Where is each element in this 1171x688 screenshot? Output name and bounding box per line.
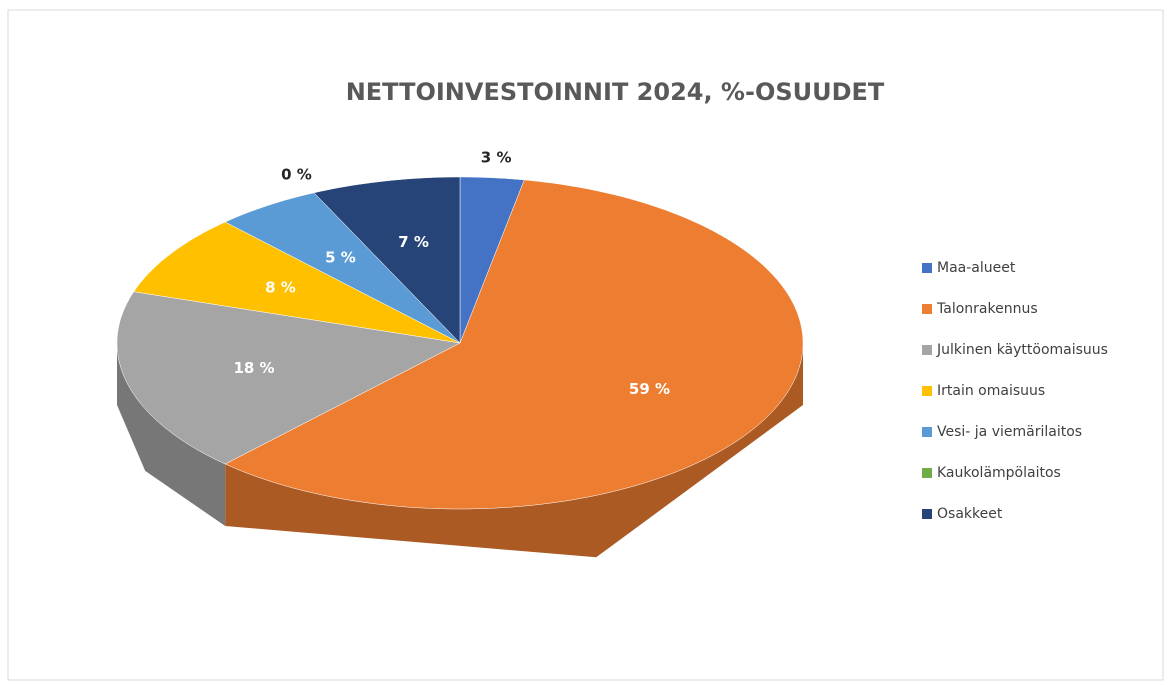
legend-label: Vesi- ja viemärilaitos <box>937 424 1082 440</box>
legend-label: Maa-alueet <box>937 260 1016 276</box>
slice-side <box>117 343 226 526</box>
chart-title: NETTOINVESTOINNIT 2024, %-OSUUDET <box>346 78 885 106</box>
legend-label: Julkinen käyttöomaisuus <box>936 342 1108 358</box>
slice <box>459 176 525 344</box>
legend-swatch <box>922 509 932 519</box>
legend-swatch <box>922 468 932 478</box>
legend-label: Osakkeet <box>937 506 1003 522</box>
data-label: 5 % <box>325 248 356 266</box>
legend-swatch <box>922 427 932 437</box>
slice <box>224 192 461 344</box>
data-label: 18 % <box>233 359 274 377</box>
legend-swatch <box>922 263 932 273</box>
legend-label: Irtain omaisuus <box>937 383 1045 399</box>
data-label: 0 % <box>281 165 312 183</box>
legend-label: Kaukolämpölaitos <box>937 465 1061 481</box>
legend-swatch <box>922 304 932 314</box>
slice <box>133 221 461 344</box>
legend-swatch <box>922 386 932 396</box>
legend-label: Talonrakennus <box>936 301 1038 317</box>
data-label: 8 % <box>265 278 296 296</box>
slice-side <box>225 343 803 558</box>
data-label: 7 % <box>398 233 429 251</box>
data-label: 3 % <box>481 148 512 166</box>
data-label: 59 % <box>629 380 670 398</box>
slice <box>224 179 804 510</box>
slice <box>313 176 461 344</box>
slice <box>116 291 461 465</box>
legend-swatch <box>922 345 932 355</box>
